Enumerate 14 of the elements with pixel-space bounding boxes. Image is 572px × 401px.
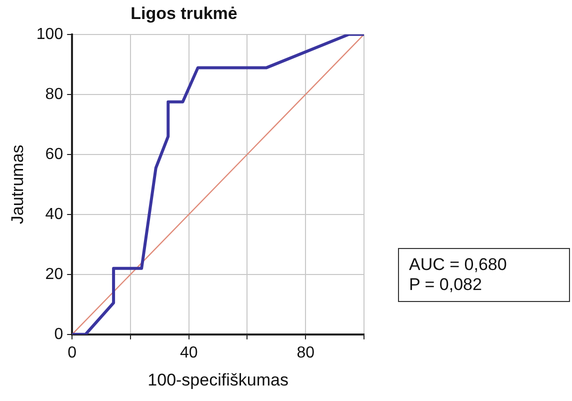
y-tick-label: 20 <box>45 266 64 283</box>
y-tick-label: 0 <box>54 326 64 343</box>
x-tick-label: 40 <box>180 344 198 362</box>
text: AUC = 0,680 <box>409 255 508 275</box>
x-axis-title: 100-specifiškumas <box>148 370 288 390</box>
y-tick-label: 80 <box>45 86 64 103</box>
y-tick-label: 60 <box>45 146 64 163</box>
x-tick-label: 80 <box>296 344 315 362</box>
y-tick-label: 100 <box>36 26 64 43</box>
y-tick-label: 40 <box>45 206 64 223</box>
text: P = 0,082 <box>409 275 483 295</box>
x-tick-label: 0 <box>68 344 77 362</box>
chart-title: Ligos trukmė <box>130 4 238 23</box>
y-axis-title: Jautrumas <box>8 144 27 224</box>
